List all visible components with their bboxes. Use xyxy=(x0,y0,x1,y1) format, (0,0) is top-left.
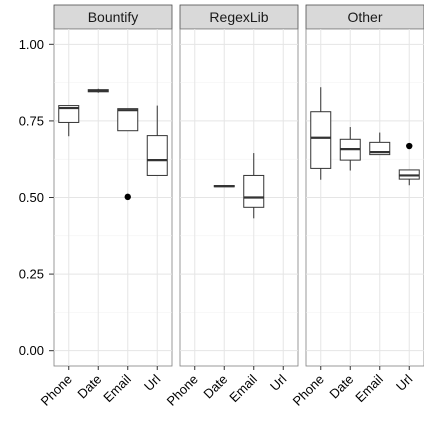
x-tick-label: Date xyxy=(200,372,230,402)
y-tick-label: 1.00 xyxy=(19,37,44,52)
x-tick-label: Email xyxy=(100,371,134,405)
outlier-point xyxy=(124,193,131,201)
x-tick-label: Phone xyxy=(38,372,75,409)
box-date xyxy=(213,185,235,188)
x-tick-label: Email xyxy=(352,371,386,405)
box-phone xyxy=(58,105,80,137)
box-email xyxy=(117,108,139,201)
facet-strip-label: RegexLib xyxy=(209,9,268,25)
facet-strip-label: Other xyxy=(347,9,382,25)
box-date xyxy=(87,88,109,93)
x-tick-label: Date xyxy=(74,372,104,402)
box-email xyxy=(369,132,391,156)
box-iqr xyxy=(117,108,139,132)
x-tick-label: Email xyxy=(226,371,260,405)
x-tick-label: Url xyxy=(267,371,289,393)
x-tick-label: Phone xyxy=(164,372,201,409)
box-iqr xyxy=(310,111,332,169)
x-tick-label: Date xyxy=(326,372,356,402)
box-iqr xyxy=(58,105,80,123)
facet-strip-label: Bountify xyxy=(88,9,139,25)
facet-strip xyxy=(305,4,424,30)
box-url xyxy=(398,142,420,186)
box-iqr xyxy=(243,174,265,208)
y-tick-label: 0.25 xyxy=(19,267,44,282)
x-tick-label: Phone xyxy=(290,372,327,409)
box-url xyxy=(146,105,168,176)
box-email xyxy=(243,153,265,219)
box-iqr xyxy=(146,135,168,176)
y-tick-label: 0.75 xyxy=(19,113,44,128)
box-date xyxy=(339,127,361,171)
x-tick-label: Url xyxy=(141,371,163,393)
box-phone xyxy=(310,87,332,180)
outlier-point xyxy=(406,142,413,150)
y-tick-label: 0.00 xyxy=(19,343,44,358)
facet-strip xyxy=(179,4,299,30)
facet-strip xyxy=(53,4,173,30)
x-tick-label: Url xyxy=(393,371,415,393)
y-tick-label: 0.50 xyxy=(19,190,44,205)
